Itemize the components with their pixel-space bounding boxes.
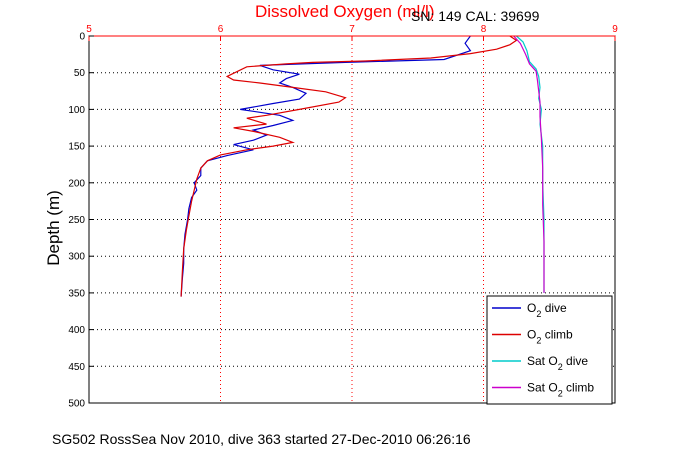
legend: O2 dive O2 climb Sat O2 dive Sat O2 climb <box>486 295 613 405</box>
legend-entry-label: O2 dive <box>527 301 567 319</box>
y-tick-label: 100 <box>68 105 85 116</box>
legend-box <box>486 295 613 405</box>
x-tick-label: 9 <box>612 24 618 35</box>
series-line <box>180 35 472 297</box>
sn-cal-label: SN: 149 CAL: 39699 <box>411 8 540 24</box>
y-tick-label: 50 <box>74 68 86 79</box>
legend-entry-label: O2 climb <box>527 328 573 346</box>
y-axis-label: Depth (m) <box>44 190 63 266</box>
y-tick-label: 250 <box>68 215 85 226</box>
y-tick-label: 500 <box>68 399 85 410</box>
series-line <box>180 35 518 297</box>
y-tick-label: 150 <box>68 142 85 153</box>
y-tick-label: 300 <box>68 252 85 263</box>
series-line <box>513 35 545 293</box>
x-tick-label: 8 <box>481 24 487 35</box>
chart-title: Dissolved Oxygen (ml/l) <box>255 2 435 21</box>
legend-entry-label: Sat O2 climb <box>527 381 594 399</box>
y-tick-label: 0 <box>79 32 85 43</box>
axis-ticks: 5 6 7 8 9 0 50 100 150 200 250 300 350 400 450 500 <box>68 24 618 410</box>
footer-caption: SG502 RossSea Nov 2010, dive 363 started… <box>52 431 471 447</box>
x-tick-label: 5 <box>86 24 92 35</box>
legend-entry-label: Sat O2 dive <box>527 354 588 372</box>
y-tick-label: 200 <box>68 178 85 189</box>
series-line <box>516 35 545 293</box>
y-tick-label: 450 <box>68 362 85 373</box>
y-tick-label: 400 <box>68 325 85 336</box>
x-tick-label: 6 <box>218 24 224 35</box>
x-tick-label: 7 <box>349 24 355 35</box>
series-group <box>180 35 545 297</box>
y-tick-label: 350 <box>68 288 85 299</box>
